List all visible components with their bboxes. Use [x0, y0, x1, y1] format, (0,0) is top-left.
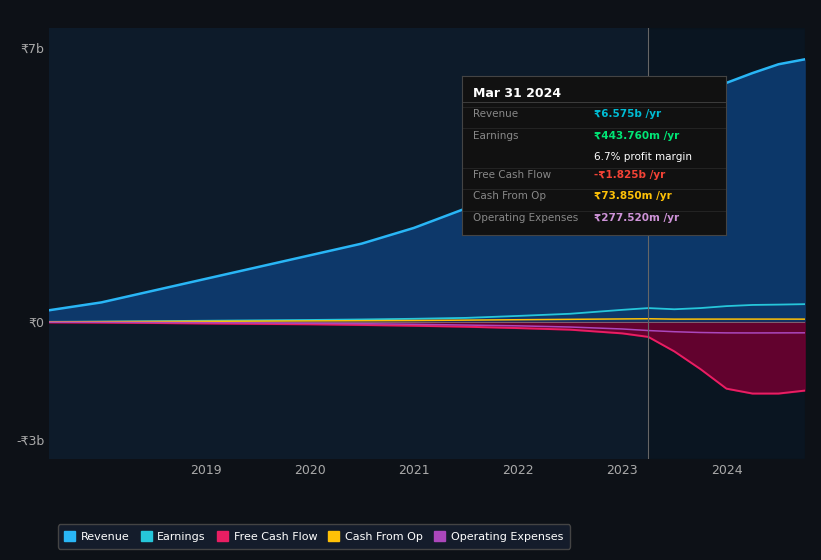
- Bar: [649, 28, 805, 459]
- Text: Operating Expenses: Operating Expenses: [473, 213, 578, 223]
- Text: Mar 31 2024: Mar 31 2024: [473, 87, 561, 100]
- Text: Earnings: Earnings: [473, 131, 518, 141]
- Text: Cash From Op: Cash From Op: [473, 192, 546, 202]
- Text: ₹73.850m /yr: ₹73.850m /yr: [594, 192, 672, 202]
- Text: ₹277.520m /yr: ₹277.520m /yr: [594, 213, 679, 223]
- Text: 6.7% profit margin: 6.7% profit margin: [594, 152, 692, 162]
- Text: Revenue: Revenue: [473, 109, 518, 119]
- Text: ₹6.575b /yr: ₹6.575b /yr: [594, 109, 661, 119]
- Text: -₹1.825b /yr: -₹1.825b /yr: [594, 170, 665, 180]
- Text: Free Cash Flow: Free Cash Flow: [473, 170, 551, 180]
- Legend: Revenue, Earnings, Free Cash Flow, Cash From Op, Operating Expenses: Revenue, Earnings, Free Cash Flow, Cash …: [57, 524, 570, 548]
- Text: ₹443.760m /yr: ₹443.760m /yr: [594, 131, 680, 141]
